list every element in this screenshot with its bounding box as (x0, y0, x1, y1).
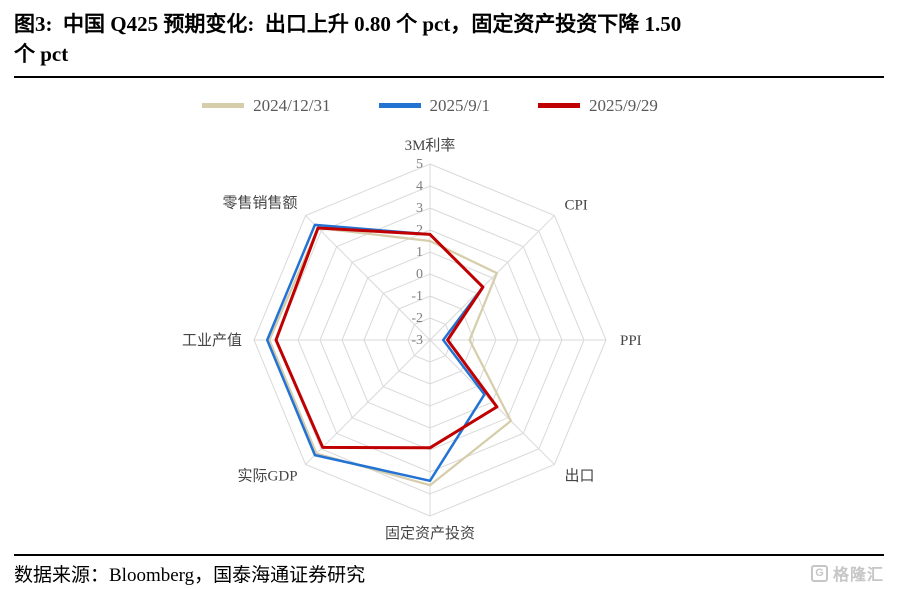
axis-label: 工业产值 (182, 332, 242, 349)
radial-tick-label: 0 (416, 267, 423, 282)
radial-tick-label: 4 (416, 179, 423, 194)
radar-chart: 5 4 3 2 1 0 -1 -2 -3 3M利率 CPI PPI 出口固定资产投资 实际GDP 工业产值 零… (80, 120, 780, 552)
axis-label: PPI (620, 333, 642, 349)
legend-label: 2025/9/1 (429, 95, 490, 115)
footer-divider (14, 553, 884, 556)
legend-item: 2024/12/31 (202, 95, 331, 116)
figure-title-line1: 图3: 中国 Q425 预期变化: 出口上升 0.80 个 pct，固定资产投资… (14, 12, 682, 36)
title-divider (14, 75, 884, 78)
figure-title-line2: 个 pct (14, 41, 69, 66)
series-line (268, 226, 513, 486)
axis-label: 实际GDP (238, 467, 298, 484)
legend-swatch (202, 103, 245, 109)
radial-tick-label: -2 (411, 311, 423, 326)
grid-ring (275, 185, 585, 495)
gelonghui-logo: G 格隆汇 (810, 561, 884, 585)
axis-label: 出口 (564, 467, 594, 484)
grid-ring (253, 163, 607, 517)
gelonghui-logo-icon: G (810, 564, 828, 582)
chart-legend: 2024/12/31 2025/9/1 2025/9/29 (80, 94, 780, 118)
legend-label: 2025/9/29 (588, 95, 658, 115)
radial-tick-label: 3 (416, 201, 423, 216)
axis-label: 零售销售额 (223, 194, 298, 211)
grid-ring (385, 295, 475, 385)
radial-tick-label: -1 (411, 289, 423, 304)
series-line (274, 226, 499, 449)
axis-label: 固定资产投资 (385, 525, 475, 542)
radial-tick-label: 5 (416, 157, 423, 172)
figure-title: 图3: 中国 Q425 预期变化: 出口上升 0.80 个 pct，固定资产投资… (0, 0, 898, 70)
grid-ring (297, 207, 563, 473)
grid-ring (341, 251, 519, 429)
source-note: 数据来源：Bloomberg，国泰海通证券研究 (14, 564, 366, 586)
legend-item: 2025/9/1 (378, 95, 490, 116)
series-line (265, 223, 486, 482)
radial-tick-label: -3 (411, 333, 423, 348)
radial-tick-label: 2 (416, 223, 423, 238)
gelonghui-logo-text: 格隆汇 (832, 567, 884, 585)
legend-swatch (378, 103, 421, 109)
legend-label: 2024/12/31 (253, 95, 331, 115)
figure-footer: 数据来源：Bloomberg，国泰海通证券研究 G 格隆汇 (14, 560, 884, 587)
grid-ring (319, 229, 541, 451)
axis-label: 3M利率 (405, 137, 456, 154)
radial-tick-label: 1 (416, 245, 423, 260)
grid-ring (407, 317, 453, 363)
axis-label: CPI (564, 197, 587, 213)
legend-swatch (537, 103, 580, 109)
legend-item: 2025/9/29 (537, 95, 658, 116)
